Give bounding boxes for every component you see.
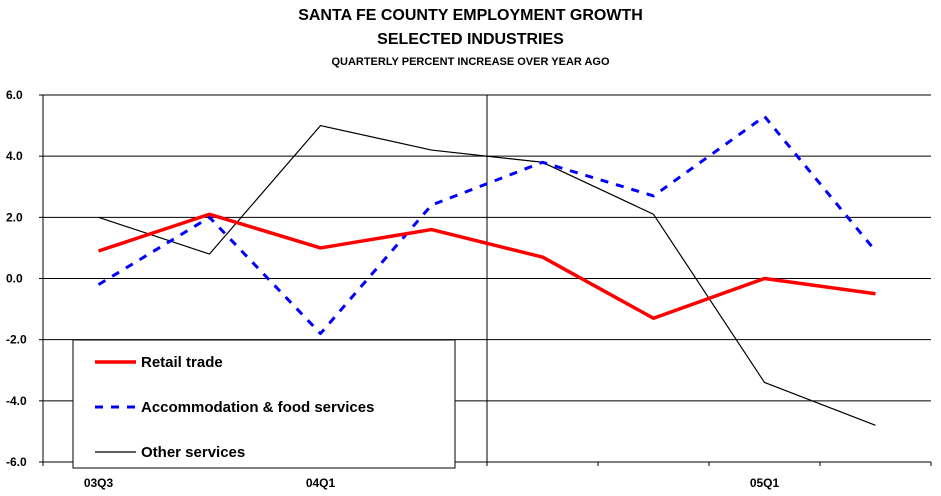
y-tick-label: 0.0 [6, 272, 23, 286]
series-line-accommodation-food-services [97, 114, 877, 336]
y-tick-label: 4.0 [6, 149, 23, 163]
legend-label: Other services [141, 444, 245, 461]
x-axis: 03Q3 04Q1 05Q1 [84, 476, 780, 490]
y-tick-label: 2.0 [6, 210, 23, 224]
series-line-retail-trade [97, 212, 876, 321]
legend-label: Retail trade [141, 354, 223, 371]
x-tick-label: 04Q1 [306, 476, 336, 490]
x-tick-label: 03Q3 [84, 476, 114, 490]
y-axis: 6.0 4.0 2.0 0.0 -2.0 -4.0 -6.0 [6, 88, 27, 469]
y-tick-label: -4.0 [6, 394, 27, 408]
chart-title: SANTA FE COUNTY EMPLOYMENT GROWTH [298, 7, 643, 24]
series-lines [97, 114, 877, 426]
chart-subtitle: SELECTED INDUSTRIES [377, 31, 564, 48]
x-tick-label: 05Q1 [750, 476, 780, 490]
legend-box [72, 339, 456, 469]
series-line-other-services [98, 124, 876, 426]
chart-subsubtitle: QUARTERLY PERCENT INCREASE OVER YEAR AGO [331, 56, 610, 68]
legend: Retail trade Accommodation & food service… [72, 339, 456, 469]
legend-label: Accommodation & food services [141, 399, 374, 416]
y-tick-label: 6.0 [6, 88, 23, 102]
y-tick-label: -6.0 [6, 455, 27, 469]
y-tick-label: -2.0 [6, 333, 27, 347]
